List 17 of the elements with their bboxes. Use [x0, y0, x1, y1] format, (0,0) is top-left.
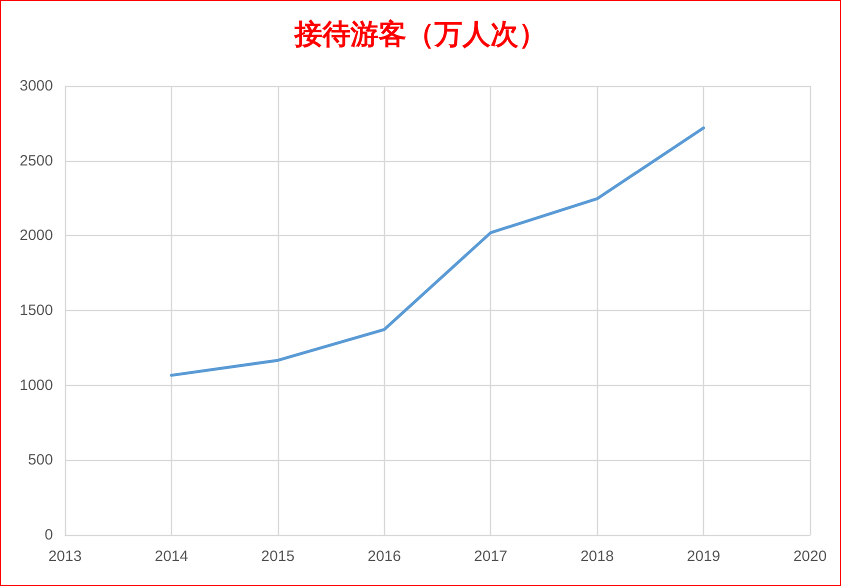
x-tick-label: 2020	[793, 548, 827, 565]
y-tick-label: 2500	[20, 152, 53, 170]
y-tick-label: 500	[28, 452, 53, 469]
y-tick-label: 2000	[20, 227, 53, 244]
y-tick-label: 3000	[20, 78, 53, 94]
y-tick-label: 1000	[20, 376, 53, 394]
x-tick-label: 2017	[474, 548, 508, 565]
x-tick-label: 2013	[48, 548, 82, 565]
x-tick-label: 2014	[154, 548, 188, 565]
x-tick-label: 2015	[261, 548, 295, 565]
x-tick-label: 2018	[580, 548, 614, 565]
x-tick-label: 2016	[368, 548, 401, 565]
x-tick-label: 2019	[686, 548, 720, 565]
chart-title: 接待游客（万人次）	[294, 18, 546, 50]
y-tick-label: 0	[44, 526, 53, 544]
y-tick-label: 1500	[20, 302, 53, 319]
line-series	[170, 126, 706, 377]
